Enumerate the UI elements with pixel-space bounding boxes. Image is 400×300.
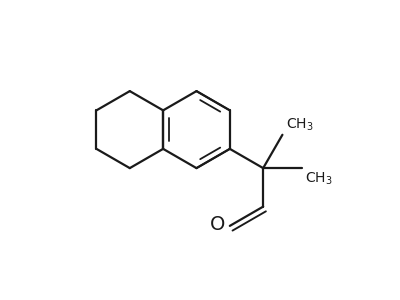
Text: CH$_3$: CH$_3$ [305, 170, 333, 187]
Text: CH$_3$: CH$_3$ [286, 116, 314, 133]
Text: O: O [210, 215, 225, 234]
